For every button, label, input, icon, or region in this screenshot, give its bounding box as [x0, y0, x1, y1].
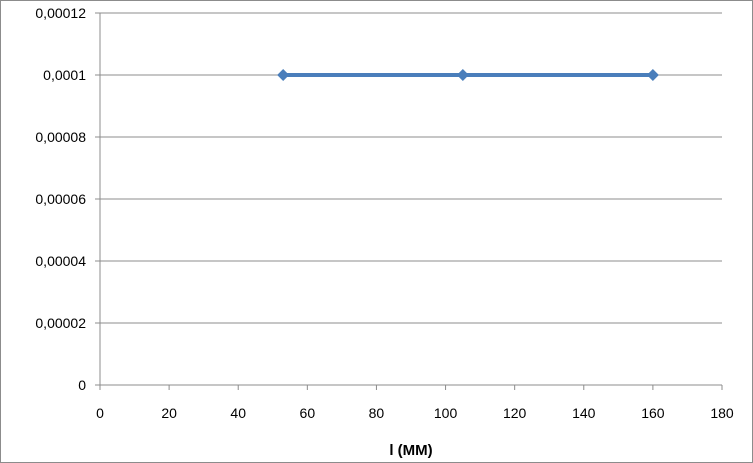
y-axis-ticks: 0 0,00002 0,00004 0,00006 0,00008 0,0001 0,000… — [35, 5, 100, 393]
y-tick-label: 0 — [78, 377, 86, 393]
x-axis-ticks: 0 20 40 60 80 100 120 140 160 180 — [96, 385, 734, 421]
x-tick-label: 100 — [434, 405, 458, 421]
x-tick-label: 120 — [503, 405, 527, 421]
x-tick-label: 180 — [710, 405, 734, 421]
y-tick-label: 0,00002 — [35, 315, 86, 331]
x-tick-label: 40 — [230, 405, 246, 421]
y-tick-label: 0,00006 — [35, 191, 86, 207]
series-layer — [277, 69, 659, 81]
y-tick-label: 0,00008 — [35, 129, 86, 145]
data-point-marker — [277, 69, 290, 81]
data-point-marker — [646, 69, 659, 81]
x-tick-label: 0 — [96, 405, 104, 421]
y-tick-label: 0,0001 — [43, 67, 86, 83]
x-tick-label: 140 — [572, 405, 596, 421]
y-tick-label: 0,00012 — [35, 5, 86, 21]
x-tick-label: 80 — [369, 405, 385, 421]
x-tick-label: 20 — [161, 405, 177, 421]
gridlines — [100, 12, 722, 324]
y-tick-label: 0,00004 — [35, 253, 86, 269]
data-point-marker — [456, 69, 469, 81]
x-axis-title: l (MM) — [389, 442, 432, 459]
x-tick-label: 60 — [300, 405, 316, 421]
x-tick-label: 160 — [641, 405, 665, 421]
